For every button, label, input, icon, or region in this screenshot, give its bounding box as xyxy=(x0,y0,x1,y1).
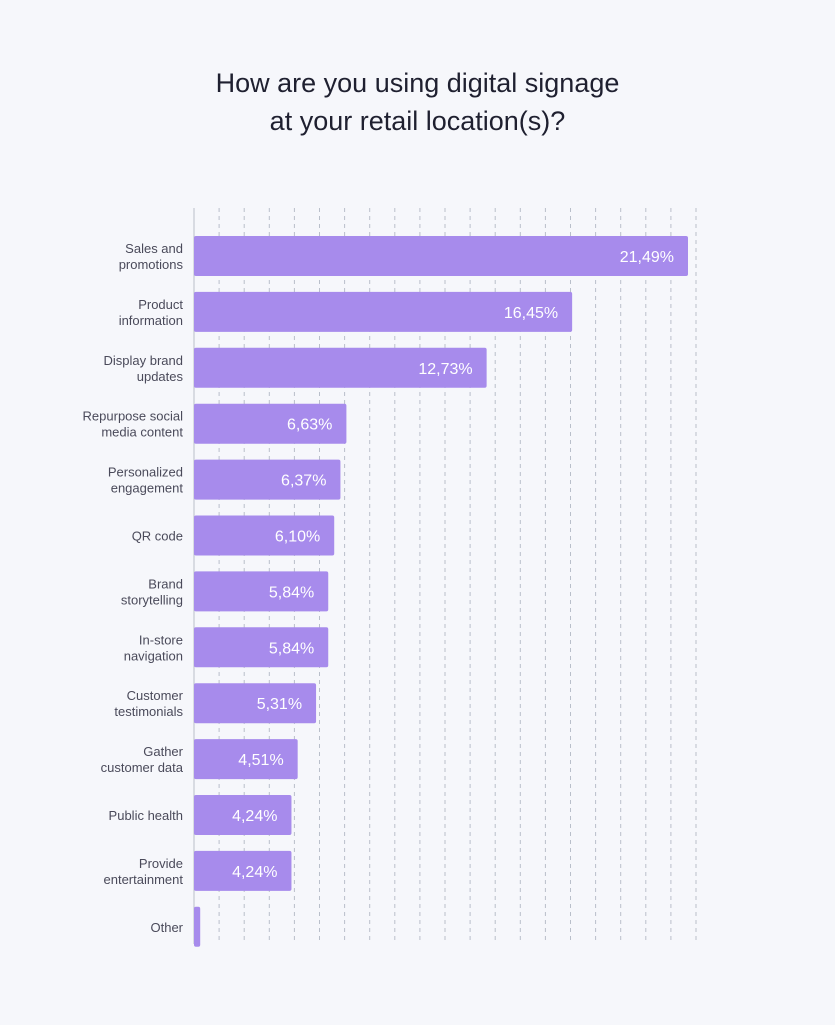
category-label: Brand xyxy=(148,576,183,591)
category-label: storytelling xyxy=(121,592,183,607)
category-label: Public health xyxy=(109,808,183,823)
value-label: 5,84% xyxy=(269,640,314,657)
category-label: In-store xyxy=(139,632,183,647)
category-label: engagement xyxy=(111,481,184,496)
category-label: testimonials xyxy=(114,704,183,719)
value-label: 4,24% xyxy=(232,864,277,881)
value-label: 5,84% xyxy=(269,584,314,601)
category-label: Provide xyxy=(139,856,183,871)
bar xyxy=(194,906,201,947)
chart-title-line-1: How are you using digital signage xyxy=(215,68,620,98)
bar xyxy=(194,403,347,444)
category-label: information xyxy=(119,313,183,328)
value-label: 16,45% xyxy=(504,305,558,322)
category-label: customer data xyxy=(101,760,184,775)
category-label: Repurpose social xyxy=(83,409,184,424)
bar xyxy=(194,739,298,780)
value-label: 5,31% xyxy=(257,696,302,713)
bar xyxy=(194,236,688,276)
bar xyxy=(194,347,487,388)
value-label: 4,51% xyxy=(238,752,283,769)
bar xyxy=(194,683,317,724)
bar xyxy=(194,515,335,556)
bar xyxy=(194,291,573,332)
value-label: 6,63% xyxy=(287,417,332,434)
category-label: Personalized xyxy=(108,465,183,480)
bar xyxy=(194,571,329,612)
bar xyxy=(194,627,329,668)
category-label: Customer xyxy=(127,688,184,703)
category-label: Product xyxy=(138,297,183,312)
chart-title: How are you using digital signage at you… xyxy=(0,64,835,140)
bar xyxy=(194,459,341,500)
category-label: promotions xyxy=(119,257,184,272)
category-label: entertainment xyxy=(104,872,184,887)
bar xyxy=(194,850,292,891)
category-label: Gather xyxy=(143,744,183,759)
value-label: 6,10% xyxy=(275,529,320,546)
bar xyxy=(194,795,292,835)
category-label: Display brand xyxy=(104,353,184,368)
value-label: 12,73% xyxy=(418,361,472,378)
value-label: 21,49% xyxy=(620,249,674,266)
category-label: QR code xyxy=(132,529,183,544)
category-label: Sales and xyxy=(125,241,183,256)
category-label: updates xyxy=(137,369,184,384)
category-label: media content xyxy=(101,425,183,440)
value-label: 6,37% xyxy=(281,473,326,490)
category-label: navigation xyxy=(124,648,183,663)
chart-title-line-2: at your retail location(s)? xyxy=(269,106,566,136)
category-label: Other xyxy=(150,920,183,935)
value-label: 4,24% xyxy=(232,808,277,825)
